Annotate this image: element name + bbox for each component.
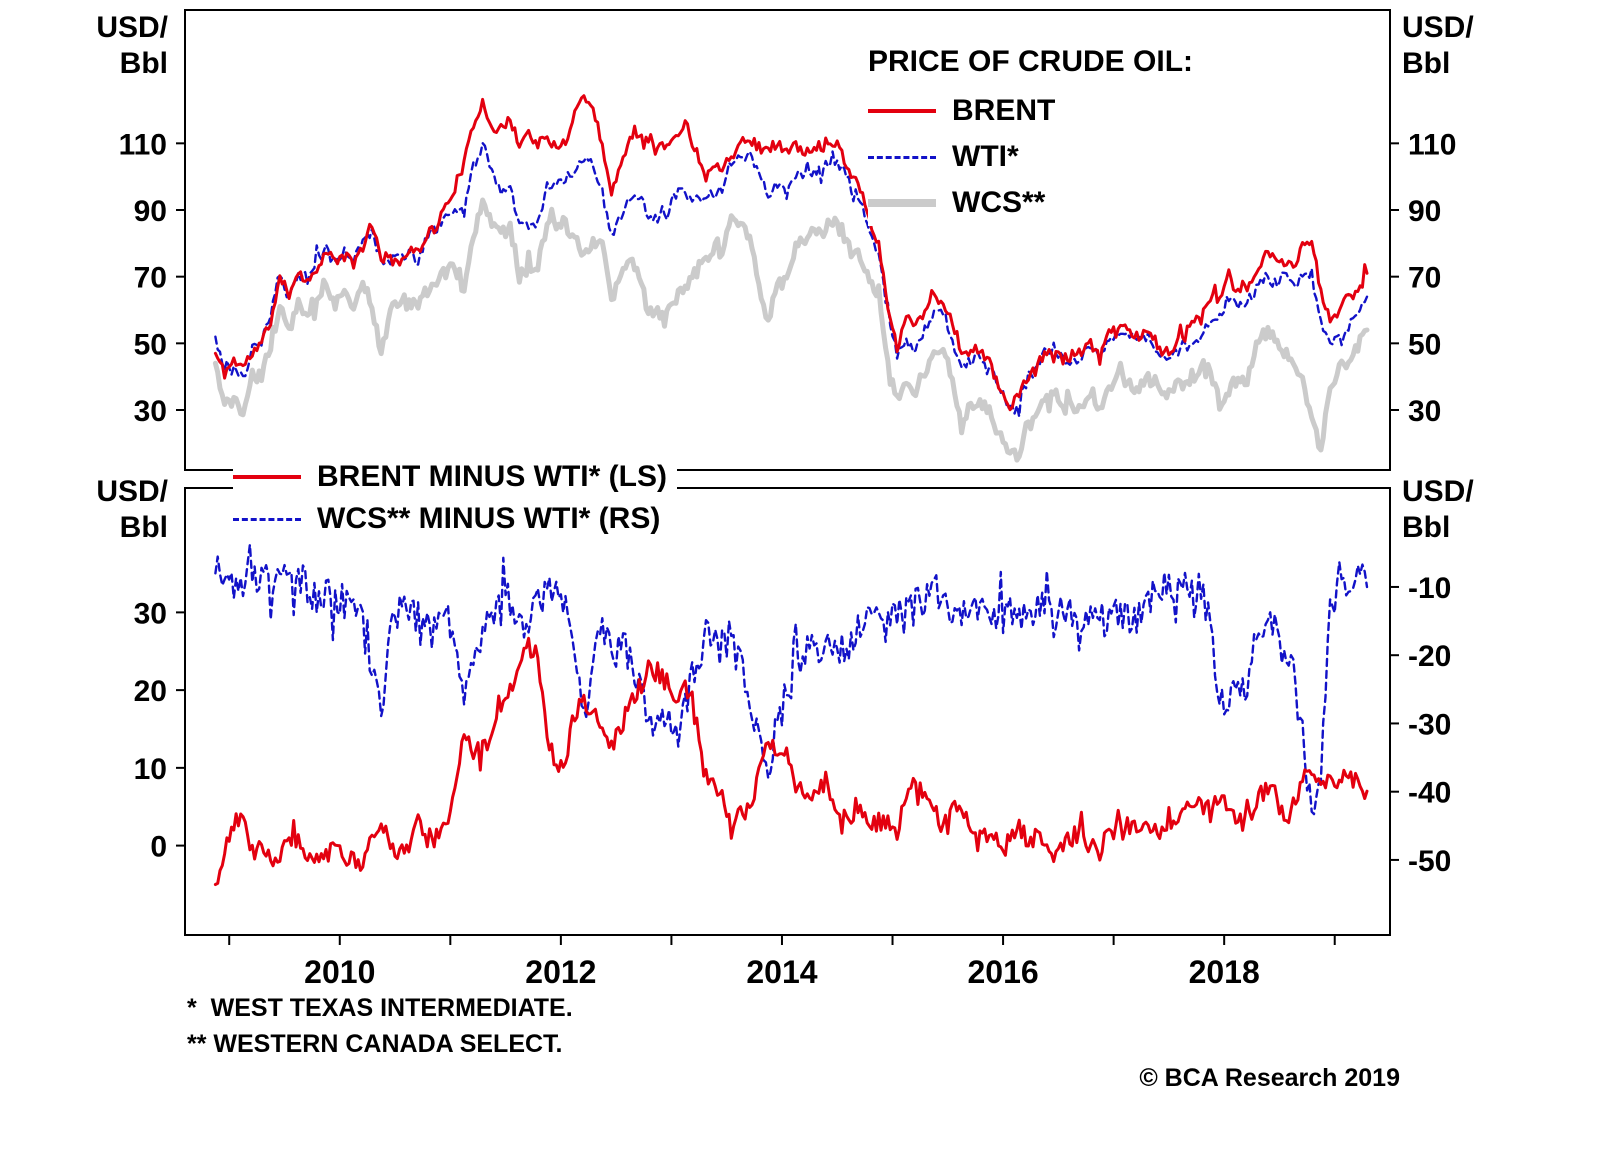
bottom-panel-series	[213, 543, 1369, 886]
footnote-wcs: ** WESTERN CANADA SELECT.	[187, 1030, 563, 1058]
legend-line-sample	[233, 475, 301, 479]
y-tick-label-left: 50	[134, 328, 167, 361]
bottom-panel-frame	[184, 487, 1391, 936]
x-tick-label: 2016	[967, 954, 1038, 990]
y-tick-label-left: 70	[134, 262, 167, 295]
unit-bbl: Bbl	[119, 47, 168, 80]
brent-minus-wti-ls-line	[213, 636, 1369, 886]
y-tick-label-right: -10	[1408, 572, 1451, 605]
legend-item-label: WCS**	[952, 186, 1046, 219]
axis-unit-label-bottom-right: USD/ Bbl	[1402, 474, 1520, 546]
top-panel-series	[212, 94, 1370, 463]
legend-item-label: WCS** MINUS WTI* (RS)	[317, 502, 661, 535]
top-panel-frame	[184, 9, 1391, 471]
legend-item: WCS**	[868, 180, 1056, 226]
y-tick-label-left: 10	[134, 753, 167, 786]
unit-bbl: Bbl	[1402, 47, 1451, 80]
y-tick-label-right: 110	[1408, 128, 1456, 161]
y-tick-label-right: -50	[1408, 845, 1451, 878]
y-tick-label-right: -20	[1408, 640, 1451, 673]
legend-item-label: BRENT MINUS WTI* (LS)	[317, 460, 667, 493]
y-tick-label-left: 0	[150, 831, 167, 864]
unit-bbl: Bbl	[1402, 511, 1451, 544]
x-tick-label: 2014	[746, 954, 817, 990]
top-panel-legend: PRICE OF CRUDE OIL: BRENT WTI* WCS**	[868, 44, 1202, 226]
legend-line-sample	[868, 199, 936, 207]
y-tick-label-left: 20	[134, 675, 167, 708]
footnote-wti: * WEST TEXAS INTERMEDIATE.	[187, 994, 573, 1022]
wcs-line	[212, 197, 1370, 463]
y-tick-label-right: -40	[1408, 777, 1451, 810]
legend-title: PRICE OF CRUDE OIL:	[868, 44, 1202, 80]
x-tick-label: 2018	[1189, 954, 1260, 990]
unit-usd: USD/	[1402, 11, 1474, 44]
unit-usd: USD/	[96, 475, 168, 508]
y-tick-label-right: 50	[1408, 328, 1441, 361]
y-tick-label-right: 90	[1408, 195, 1441, 228]
legend-item-label: BRENT	[952, 94, 1056, 127]
unit-usd: USD/	[96, 11, 168, 44]
y-tick-label-left: 90	[134, 195, 167, 228]
wcs-minus-wti-rs-line	[214, 543, 1369, 816]
legend-item: BRENT	[868, 88, 1066, 134]
copyright-notice: © BCA Research 2019	[1139, 1064, 1400, 1092]
legend-item: WCS** MINUS WTI* (RS)	[233, 498, 671, 540]
legend-item: WTI*	[868, 134, 1029, 180]
x-tick-label: 2012	[525, 954, 596, 990]
y-tick-label-left: 30	[134, 597, 167, 630]
bottom-panel-legend: BRENT MINUS WTI* (LS) WCS** MINUS WTI* (R…	[233, 456, 677, 540]
axis-unit-label-top-left: USD/ Bbl	[50, 10, 168, 82]
axis-unit-label-bottom-left: USD/ Bbl	[50, 474, 168, 546]
legend-line-sample	[233, 517, 301, 521]
legend-item: BRENT MINUS WTI* (LS)	[233, 456, 677, 498]
y-tick-label-left: 110	[119, 128, 167, 161]
brent-line	[213, 94, 1369, 412]
y-tick-label-left: 30	[134, 395, 167, 428]
unit-usd: USD/	[1402, 475, 1474, 508]
legend-line-sample	[868, 155, 936, 159]
legend-line-sample	[868, 109, 936, 113]
y-tick-label-right: 70	[1408, 262, 1441, 295]
legend-item-label: WTI*	[952, 140, 1019, 173]
unit-bbl: Bbl	[119, 511, 168, 544]
y-tick-label-right: 30	[1408, 395, 1441, 428]
x-tick-label: 2010	[304, 954, 375, 990]
axis-unit-label-top-right: USD/ Bbl	[1402, 10, 1520, 82]
y-tick-label-right: -30	[1408, 708, 1451, 741]
